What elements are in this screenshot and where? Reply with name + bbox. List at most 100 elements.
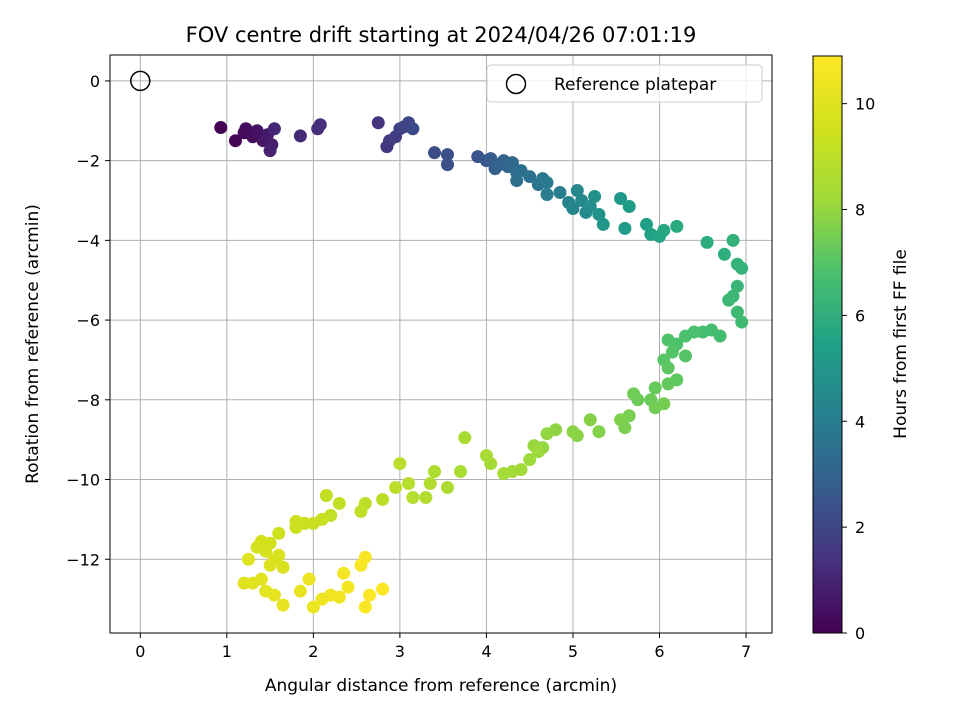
- y-tick-label: −12: [66, 550, 100, 569]
- x-tick-label: 5: [568, 642, 578, 661]
- scatter-point: [263, 144, 277, 158]
- scatter-point: [661, 377, 675, 391]
- scatter-point: [583, 413, 597, 427]
- scatter-point: [627, 387, 641, 401]
- scatter-point: [332, 590, 346, 604]
- x-tick-label: 3: [395, 642, 405, 661]
- scatter-point: [648, 381, 662, 395]
- legend-box: [486, 64, 763, 103]
- scatter-point: [592, 207, 606, 221]
- scatter-point: [259, 544, 273, 558]
- scatter-point: [293, 129, 307, 143]
- y-tick-label: 0: [90, 72, 100, 91]
- x-tick-label: 1: [222, 642, 232, 661]
- scatter-point: [402, 477, 416, 491]
- scatter-point: [453, 465, 467, 479]
- scatter-point: [540, 176, 554, 190]
- y-tick-label: −6: [76, 311, 100, 330]
- scatter-point: [276, 560, 290, 574]
- scatter-point: [717, 247, 731, 261]
- scatter-point: [640, 217, 654, 231]
- colorbar-tick-label: 6: [855, 306, 865, 325]
- scatter-point: [614, 192, 628, 206]
- plot-frame: [109, 54, 773, 634]
- scatter-point: [428, 465, 442, 479]
- scatter-point: [272, 526, 286, 540]
- legend-marker: [505, 73, 527, 95]
- scatter-point: [523, 170, 537, 184]
- y-tick-label: −10: [66, 471, 100, 490]
- scatter-point: [678, 329, 692, 343]
- scatter-point: [566, 425, 580, 439]
- scatter-point: [371, 116, 385, 130]
- scatter-point: [440, 148, 454, 162]
- scatter-point: [272, 548, 286, 562]
- colorbar-gradient: [812, 55, 843, 634]
- scatter-point: [570, 184, 584, 198]
- scatter-point: [313, 118, 327, 132]
- x-tick-label: 7: [741, 642, 751, 661]
- chart-title: FOV centre drift starting at 2024/04/26 …: [186, 23, 697, 47]
- scatter-point: [423, 477, 437, 491]
- scatter-point: [622, 199, 636, 213]
- scatter-point: [700, 235, 714, 249]
- scatter-point: [678, 349, 692, 363]
- scatter-point: [614, 413, 628, 427]
- colorbar-label: Hours from first FF file: [891, 249, 911, 439]
- scatter-point: [306, 600, 320, 614]
- scatter-point: [389, 481, 403, 495]
- scatter-point: [618, 221, 632, 235]
- colorbar-tick-label: 8: [855, 201, 865, 220]
- scatter-point: [293, 584, 307, 598]
- scatter-points: [214, 116, 749, 614]
- scatter-point: [531, 445, 545, 459]
- x-tick-label: 2: [308, 642, 318, 661]
- scatter-point: [553, 186, 567, 200]
- scatter-point: [276, 598, 290, 612]
- scatter-point: [726, 233, 740, 247]
- scatter-point: [428, 146, 442, 160]
- scatter-point: [735, 261, 749, 275]
- scatter-point: [440, 158, 454, 172]
- scatter-point: [393, 457, 407, 471]
- scatter-point: [730, 279, 744, 293]
- colorbar-tick-label: 0: [855, 624, 865, 643]
- scatter-point: [510, 174, 524, 188]
- legend-label: Reference platepar: [554, 75, 716, 95]
- colorbar-ticks: 0 2 4 6 8 10: [842, 95, 875, 643]
- scatter-point: [735, 315, 749, 329]
- scatter-point: [337, 566, 351, 580]
- reference-platepar-marker: [130, 70, 151, 92]
- scatter-point: [228, 134, 242, 148]
- colorbar: 0 2 4 6 8 10 Hours from first FF file: [812, 55, 911, 643]
- y-tick-label: −2: [76, 152, 100, 171]
- y-tick-label: −4: [76, 231, 100, 250]
- scatter-point: [440, 481, 454, 495]
- scatter-point: [376, 582, 390, 596]
- colorbar-tick-label: 10: [855, 95, 875, 114]
- scatter-point: [540, 188, 554, 202]
- scatter-point: [665, 345, 679, 359]
- scatter-point: [479, 449, 493, 463]
- scatter-point: [406, 122, 420, 136]
- scatter-point: [583, 199, 597, 213]
- scatter-point: [670, 219, 684, 233]
- scatter-point: [241, 552, 255, 566]
- x-tick-label: 0: [135, 642, 145, 661]
- scatter-point: [358, 550, 372, 564]
- scatter-point: [214, 121, 228, 135]
- scatter-point: [332, 496, 346, 510]
- y-tick-label: −8: [76, 391, 100, 410]
- scatter-point: [376, 492, 390, 506]
- scatter-point: [523, 453, 537, 467]
- colorbar-tick-label: 4: [855, 412, 865, 431]
- scatter-point: [540, 427, 554, 441]
- colorbar-tick-label: 2: [855, 518, 865, 537]
- scatter-point: [661, 333, 675, 347]
- scatter-point: [267, 588, 281, 602]
- scatter-point: [566, 201, 580, 215]
- legend: Reference platepar: [486, 64, 763, 103]
- scatter-point: [254, 572, 268, 586]
- y-axis-label: Rotation from reference (arcmin): [23, 204, 43, 484]
